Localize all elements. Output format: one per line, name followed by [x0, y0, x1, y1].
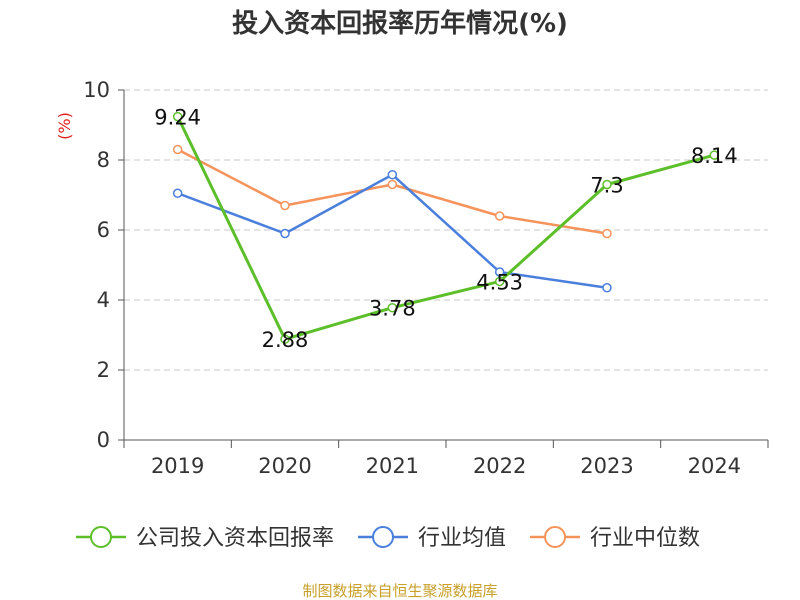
x-tick-label: 2019 — [151, 454, 204, 478]
grid-lines — [124, 89, 768, 371]
data-label: 4.53 — [476, 270, 523, 294]
data-label: 3.78 — [369, 297, 416, 321]
x-tick-label: 2023 — [580, 454, 633, 478]
data-point — [387, 302, 398, 313]
series-3 — [172, 144, 612, 239]
legend-marker — [90, 526, 112, 548]
legend-label: 行业中位数 — [590, 526, 700, 551]
data-point — [602, 228, 612, 239]
data-label: 2.88 — [262, 328, 309, 352]
series-line — [176, 115, 715, 341]
data-point — [172, 188, 183, 198]
legend-item: 行业中位数 — [530, 526, 700, 551]
y-tick-label: 10 — [83, 78, 110, 102]
legend-item: 行业均值 — [358, 526, 506, 551]
axes: 0 2 4 6 8 10 2019 2020 2021 2022 2023 2024 — [83, 78, 769, 478]
series-2 — [172, 169, 612, 293]
y-axis-label: (%) — [55, 112, 74, 140]
legend-marker — [544, 526, 567, 548]
data-label: 8.14 — [691, 144, 738, 168]
data-point — [387, 169, 398, 180]
y-tick-label: 4 — [97, 288, 110, 312]
data-labels: 9.24 2.88 3.78 4.53 7.3 8.14 — [154, 106, 737, 353]
x-tick-label: 2022 — [473, 454, 526, 478]
y-tick-label: 0 — [97, 428, 110, 452]
data-point — [709, 150, 720, 160]
series-1 — [172, 111, 720, 344]
data-point — [280, 200, 290, 211]
data-label: 7.3 — [590, 174, 623, 198]
legend-label: 行业均值 — [418, 526, 506, 551]
x-tick-label: 2021 — [366, 454, 419, 478]
data-point — [494, 276, 505, 287]
legend: 公司投入资本回报率 行业均值 行业中位数 — [76, 526, 700, 551]
data-point — [387, 179, 398, 190]
x-tick-label: 2020 — [258, 454, 311, 478]
data-point — [602, 179, 612, 190]
data-point — [280, 228, 290, 239]
legend-item: 公司投入资本回报率 — [76, 526, 334, 551]
data-point — [494, 211, 505, 221]
series-line — [177, 148, 608, 235]
data-point — [172, 144, 183, 155]
data-label: 9.24 — [154, 106, 201, 130]
chart-title: 投入资本回报率历年情况(%) — [232, 8, 568, 39]
source-note: 制图数据来自恒生聚源数据库 — [302, 582, 497, 600]
series-line — [177, 173, 608, 289]
series-layer — [172, 111, 720, 344]
y-tick-label: 8 — [97, 148, 110, 172]
y-tick-label: 2 — [97, 358, 110, 382]
legend-marker — [372, 526, 395, 548]
data-point — [602, 283, 612, 293]
x-tick-label: 2024 — [688, 454, 741, 478]
data-point — [494, 267, 505, 277]
y-tick-label: 6 — [97, 218, 110, 242]
legend-label: 公司投入资本回报率 — [136, 526, 334, 551]
data-point — [172, 111, 183, 122]
data-point — [280, 334, 290, 344]
